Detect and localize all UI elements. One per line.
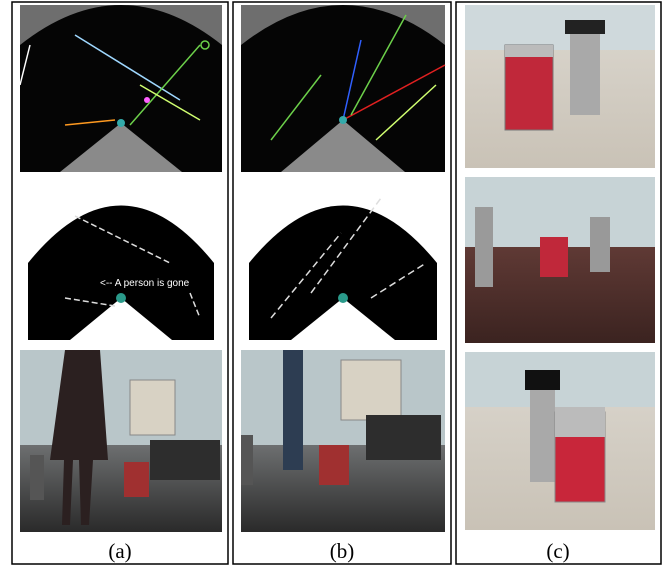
notice-board [341, 360, 401, 420]
wall [465, 177, 655, 247]
bin [30, 455, 44, 500]
scan-top-b [241, 5, 445, 172]
photo-c2 [465, 177, 655, 343]
chairs [366, 415, 441, 460]
robot [116, 293, 126, 303]
bin-lid [565, 20, 605, 34]
panel-label: (b) [330, 539, 355, 563]
figure: <-- A person is gone [0, 0, 663, 567]
bin [530, 382, 555, 482]
robot [124, 462, 149, 497]
robot [540, 237, 568, 277]
robot [117, 119, 125, 127]
robot-top [555, 407, 605, 437]
photo-c3 [465, 352, 655, 530]
panel-label: (a) [108, 539, 131, 563]
photo-a [20, 350, 222, 532]
robot [339, 116, 347, 124]
target [144, 97, 150, 103]
robot [338, 293, 348, 303]
bin [241, 435, 253, 485]
chairs [150, 440, 220, 480]
bin [570, 20, 600, 115]
bag [525, 370, 560, 390]
photo-c1 [465, 5, 655, 168]
robot [319, 445, 349, 485]
wall [465, 5, 655, 50]
bin [475, 207, 493, 287]
notice-board [130, 380, 175, 435]
panel-label: (c) [546, 539, 569, 563]
photo-b [241, 350, 445, 532]
laser-map-b [241, 178, 445, 340]
annotation: <-- A person is gone [100, 278, 190, 289]
column [283, 350, 303, 470]
robot-top [505, 45, 553, 57]
bin [590, 217, 610, 272]
robot [505, 45, 553, 130]
scan-top-a [20, 5, 222, 172]
laser-map-a: <-- A person is gone [20, 178, 222, 340]
page: {"panels": [ {"label": "(a)", "annotatio… [0, 0, 663, 567]
